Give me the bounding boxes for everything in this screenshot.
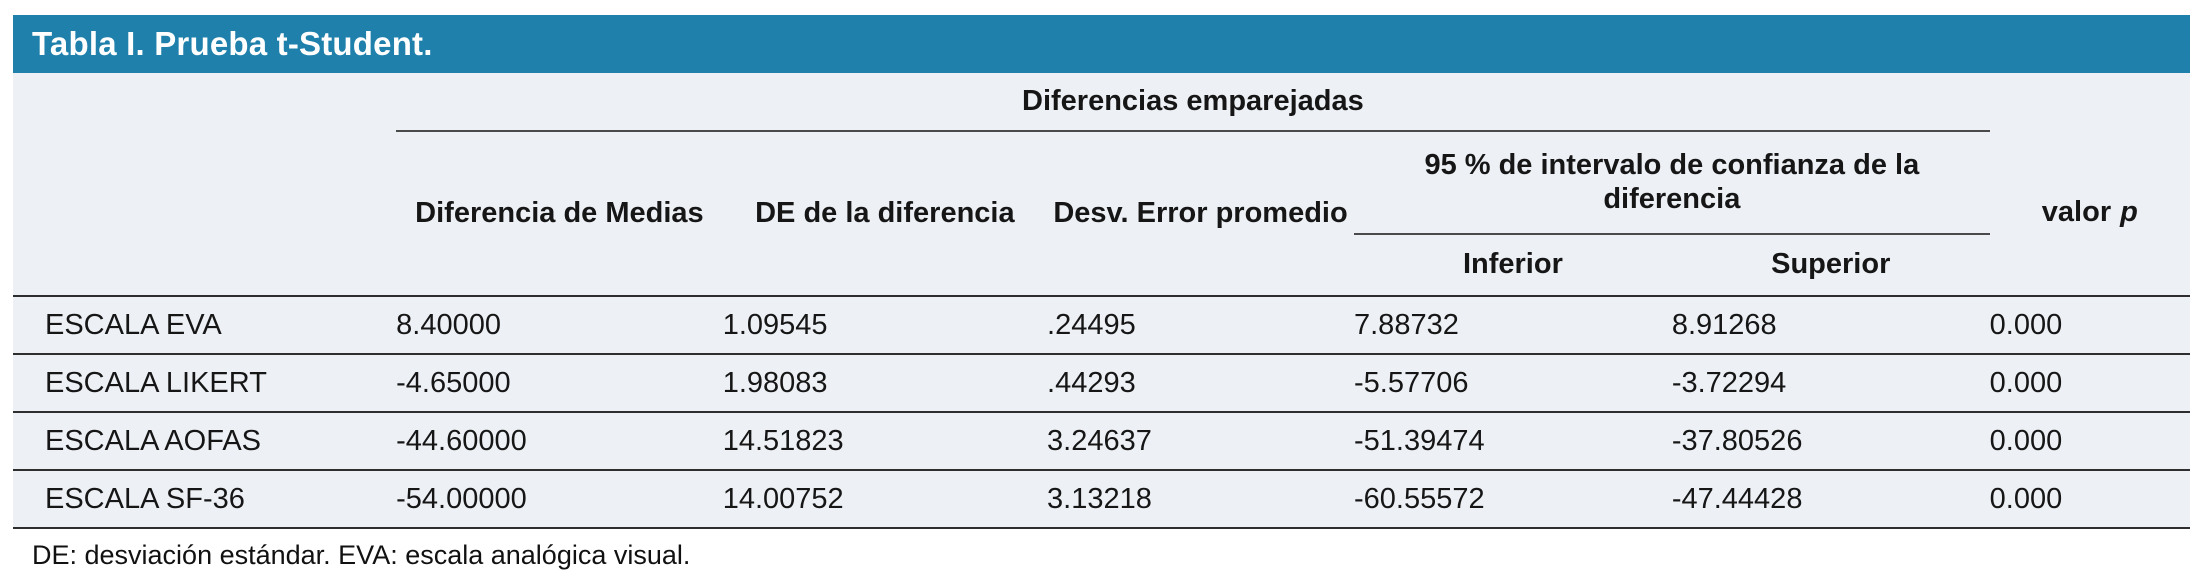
- table-row: ESCALA AOFAS -44.60000 14.51823 3.24637 …: [13, 411, 2190, 470]
- empty-corner-cell: [13, 73, 396, 296]
- cell-p-value: 0.000: [1989, 411, 2190, 470]
- empty-header-cell: [1990, 73, 2190, 131]
- cell-sd-diff: 14.00752: [722, 469, 1048, 529]
- cell-ci-lower: -60.55572: [1354, 469, 1672, 529]
- cell-ci-lower: 7.88732: [1354, 295, 1672, 354]
- col-header-se-mean: Desv. Error promedio: [1053, 196, 1348, 229]
- cell-mean-diff: -44.60000: [396, 411, 723, 470]
- col-header-mean-diff: Diferencia de Medias: [415, 196, 704, 229]
- cell-mean-diff: -4.65000: [396, 353, 723, 412]
- col-header-sd-diff: DE de la diferencia: [755, 196, 1015, 229]
- valor-p-label: valor: [2041, 196, 2112, 229]
- cell-ci-upper: -37.80526: [1671, 411, 1990, 470]
- cell-p-value: 0.000: [1989, 469, 2190, 529]
- cell-label: ESCALA AOFAS: [13, 411, 397, 470]
- valor-p-symbol: p: [2120, 196, 2138, 229]
- cell-se-mean: 3.24637: [1047, 411, 1354, 470]
- table-title: Tabla I. Prueba t-Student.: [32, 25, 433, 62]
- cell-sd-diff: 1.09545: [722, 295, 1048, 354]
- cell-sd-diff: 1.98083: [722, 353, 1048, 412]
- cell-p-value: 0.000: [1989, 353, 2190, 412]
- cell-label: ESCALA EVA: [13, 295, 397, 354]
- table-row: ESCALA EVA 8.40000 1.09545 .24495 7.8873…: [13, 295, 2190, 354]
- table-row: ESCALA SF-36 -54.00000 14.00752 3.13218 …: [13, 469, 2190, 529]
- cell-ci-lower: -51.39474: [1354, 411, 1672, 470]
- cell-mean-diff: -54.00000: [396, 469, 723, 529]
- group-header-diferencias-emparejadas: Diferencias emparejadas: [396, 73, 1990, 132]
- cell-label: ESCALA LIKERT: [13, 353, 397, 412]
- cell-p-value: 0.000: [1989, 295, 2190, 354]
- ci-group-header: 95 % de intervalo de confianza de la dif…: [1354, 131, 1990, 235]
- cell-sd-diff: 14.51823: [722, 411, 1048, 470]
- col-header-valor-p: valor p: [1990, 131, 2190, 296]
- cell-label: ESCALA SF-36: [13, 469, 397, 529]
- cell-mean-diff: 8.40000: [396, 295, 723, 354]
- table-footnote: DE: desviación estándar. EVA: escala ana…: [32, 540, 691, 570]
- cell-ci-lower: -5.57706: [1354, 353, 1672, 412]
- ci-subheader-inferior: Inferior: [1462, 248, 1563, 281]
- table-title-bar: Tabla I. Prueba t-Student.: [13, 15, 2190, 73]
- cell-ci-upper: 8.91268: [1671, 295, 1990, 354]
- cell-se-mean: 3.13218: [1047, 469, 1354, 529]
- table-row: ESCALA LIKERT -4.65000 1.98083 .44293 -5…: [13, 353, 2190, 412]
- ci-subheader-superior: Superior: [1771, 248, 1891, 281]
- table-container: Tabla I. Prueba t-Student. Diferencias e…: [13, 15, 2190, 571]
- cell-ci-upper: -47.44428: [1671, 469, 1990, 529]
- cell-ci-upper: -3.72294: [1671, 353, 1990, 412]
- cell-se-mean: .24495: [1047, 295, 1354, 354]
- cell-se-mean: .44293: [1047, 353, 1354, 412]
- t-student-table: Diferencias emparejadas Diferencia de Me…: [13, 73, 2190, 529]
